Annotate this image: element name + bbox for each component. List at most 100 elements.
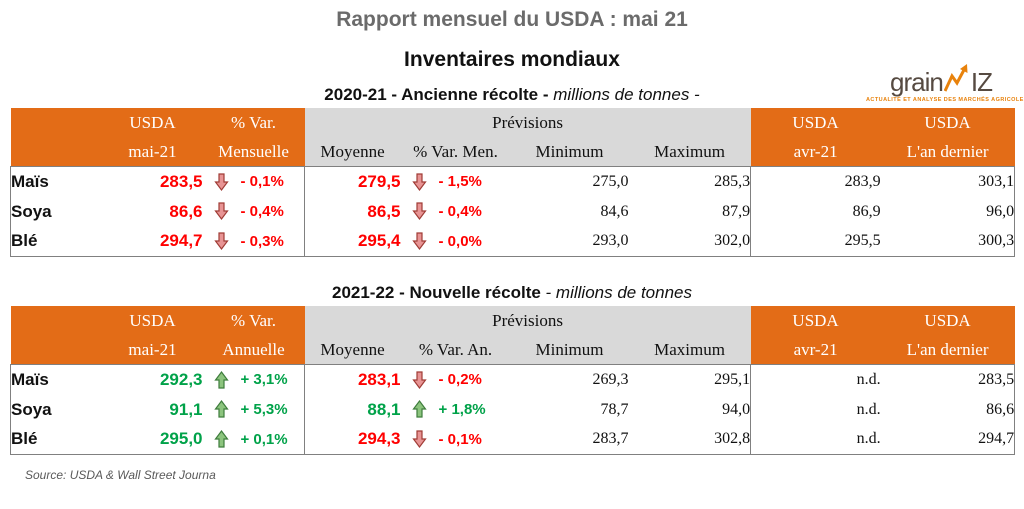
forecast-maximum: 295,1 <box>628 364 752 395</box>
old-crop-table-header: USDA % Var. Prévisions USDA USDA mai-21 … <box>10 108 1015 167</box>
header-previsions: Prévisions <box>304 306 751 335</box>
header-usda-current-month: mai-21 <box>102 137 203 167</box>
usda-previous-value: 283,9 <box>750 166 881 197</box>
forecast-mean-value: 295,4 <box>304 226 401 257</box>
commodity-label: Maïs <box>10 364 103 395</box>
forecast-maximum: 94,0 <box>628 394 752 425</box>
usda-current-value: 292,3 <box>102 364 203 395</box>
header-var-period: Annuelle <box>202 335 305 365</box>
usda-previous-value: n.d. <box>750 424 881 455</box>
old-crop-title-unit: millions de tonnes - <box>548 85 700 104</box>
new-crop-table-header: USDA % Var. Prévisions USDA USDA mai-21 … <box>10 306 1015 365</box>
usda-var-pct: - 0,4% <box>240 196 306 227</box>
header-usda-prev-month: avr-21 <box>750 335 881 365</box>
forecast-minimum: 283,7 <box>510 424 629 455</box>
forecast-var-pct: + 1,8% <box>438 401 486 418</box>
usda-previous-value: n.d. <box>750 364 881 395</box>
forecast-maximum: 285,3 <box>628 166 752 197</box>
forecast-var-pct: - 0,4% <box>438 203 482 220</box>
usda-var-pct: + 0,1% <box>240 424 306 455</box>
usda-var-pct: - 0,1% <box>240 166 306 197</box>
forecast-mean-value: 283,1 <box>304 364 401 395</box>
forecast-minimum: 293,0 <box>510 226 629 257</box>
header-minimum: Minimum <box>510 137 629 167</box>
usda-lastyear-value: 283,5 <box>880 364 1016 395</box>
header-previsions: Prévisions <box>304 108 751 137</box>
usda-lastyear-value: 300,3 <box>880 226 1016 257</box>
forecast-var-pct: - 1,5% <box>438 166 511 197</box>
header-spacer <box>10 335 103 365</box>
header-usda-lastyear: USDA <box>880 306 1015 335</box>
header-usda-lastyear: USDA <box>880 108 1015 137</box>
forecast-mean-value: 86,5 <box>367 201 401 221</box>
trend-down-icon <box>401 197 439 227</box>
usda-var-pct: + 5,3% <box>240 394 306 425</box>
trend-down-icon <box>400 424 439 455</box>
trend-down-icon <box>202 166 241 197</box>
forecast-mean-value: 88,1 <box>367 399 401 419</box>
forecast-maximum: 302,0 <box>628 226 752 257</box>
forecast-maximum: 87,9 <box>628 196 752 227</box>
trend-up-icon <box>202 364 241 395</box>
forecast-mean-value: 279,5 <box>304 166 401 197</box>
forecast-minimum: 84,6 <box>600 202 629 220</box>
usda-previous-value: 86,9 <box>852 202 881 220</box>
forecast-maximum: 302,8 <box>628 424 752 455</box>
commodity-row: Maïs 292,3 + 3,1% 283,1 - 0,2% 269,3 295,1 n.d.… <box>10 364 1016 395</box>
header-var: % Var. <box>202 306 305 335</box>
trend-up-icon <box>401 395 439 425</box>
logo-text-iz: IZ <box>970 67 993 97</box>
trend-down-icon <box>203 197 241 227</box>
usda-previous-value: n.d. <box>856 400 881 418</box>
header-usda-current: USDA <box>102 108 203 137</box>
old-crop-table: USDA % Var. Prévisions USDA USDA mai-21 … <box>10 108 1016 257</box>
header-maximum: Maximum <box>628 335 751 365</box>
header-moyenne: Moyenne <box>304 137 401 167</box>
old-crop-table-body: Maïs 283,5 - 0,1% 279,5 - 1,5% 275,0 285,3 283,… <box>10 166 1016 257</box>
usda-lastyear-value: 96,0 <box>880 196 1016 227</box>
header-minimum: Minimum <box>510 335 629 365</box>
header-usda-lastyear-label: L'an dernier <box>880 335 1015 365</box>
forecast-minimum: 78,7 <box>600 400 629 418</box>
header-var: % Var. <box>202 108 305 137</box>
old-crop-title-bold: 2020-21 - Ancienne récolte - <box>324 85 549 104</box>
new-crop-title-unit: - millions de tonnes <box>540 283 692 302</box>
new-crop-table: USDA % Var. Prévisions USDA USDA mai-21 … <box>10 306 1016 455</box>
logo-tagline: ACTUALITÉ ET ANALYSE DES MARCHÉS AGRICOL… <box>866 97 1024 103</box>
new-crop-section-title: 2021-22 - Nouvelle récolte - millions de… <box>0 283 1024 303</box>
source-note: Source: USDA & Wall Street Journa <box>25 468 216 482</box>
commodity-label: Blé <box>10 424 103 455</box>
forecast-var-pct: - 0,2% <box>438 364 511 395</box>
trend-down-icon <box>400 226 439 257</box>
header-spacer <box>10 137 103 167</box>
commodity-row: Maïs 283,5 - 0,1% 279,5 - 1,5% 275,0 285,3 283,… <box>10 166 1016 197</box>
header-usda-current-month: mai-21 <box>102 335 203 365</box>
commodity-label: Soya <box>10 196 103 227</box>
header-usda-lastyear-label: L'an dernier <box>880 137 1015 167</box>
stock-zigzag-arrow-icon <box>943 64 970 96</box>
header-maximum: Maximum <box>628 137 751 167</box>
trend-down-icon <box>400 166 439 197</box>
forecast-var-pct: - 0,1% <box>438 424 511 455</box>
usda-lastyear-value: 86,6 <box>880 394 1016 425</box>
header-var-men: % Var. Men. <box>400 137 511 167</box>
trend-down-icon <box>400 364 439 395</box>
forecast-minimum: 269,3 <box>510 364 629 395</box>
grainwiz-logo-wordmark: grain IZ <box>866 64 1016 95</box>
forecast-mean-value: 294,3 <box>304 424 401 455</box>
header-var-period: Mensuelle <box>202 137 305 167</box>
usda-lastyear-value: 294,7 <box>880 424 1016 455</box>
forecast-minimum: 275,0 <box>510 166 629 197</box>
header-usda-prev: USDA <box>750 306 881 335</box>
usda-current-value: 295,0 <box>102 424 203 455</box>
new-crop-title-bold: 2021-22 - Nouvelle récolte <box>331 283 541 302</box>
header-moyenne: Moyenne <box>304 335 401 365</box>
header-usda-prev-month: avr-21 <box>750 137 881 167</box>
usda-previous-value: 295,5 <box>750 226 881 257</box>
page-title: Rapport mensuel du USDA : mai 21 <box>336 8 688 31</box>
commodity-row: Soya 91,1 + 5,3% 88,1 + 1,8% 78,7 94,0 n.d. 86,6 <box>10 394 1016 425</box>
usda-current-value: 86,6 <box>169 201 203 221</box>
commodity-label: Blé <box>10 226 103 257</box>
trend-down-icon <box>202 226 241 257</box>
usda-current-value: 91,1 <box>169 399 203 419</box>
